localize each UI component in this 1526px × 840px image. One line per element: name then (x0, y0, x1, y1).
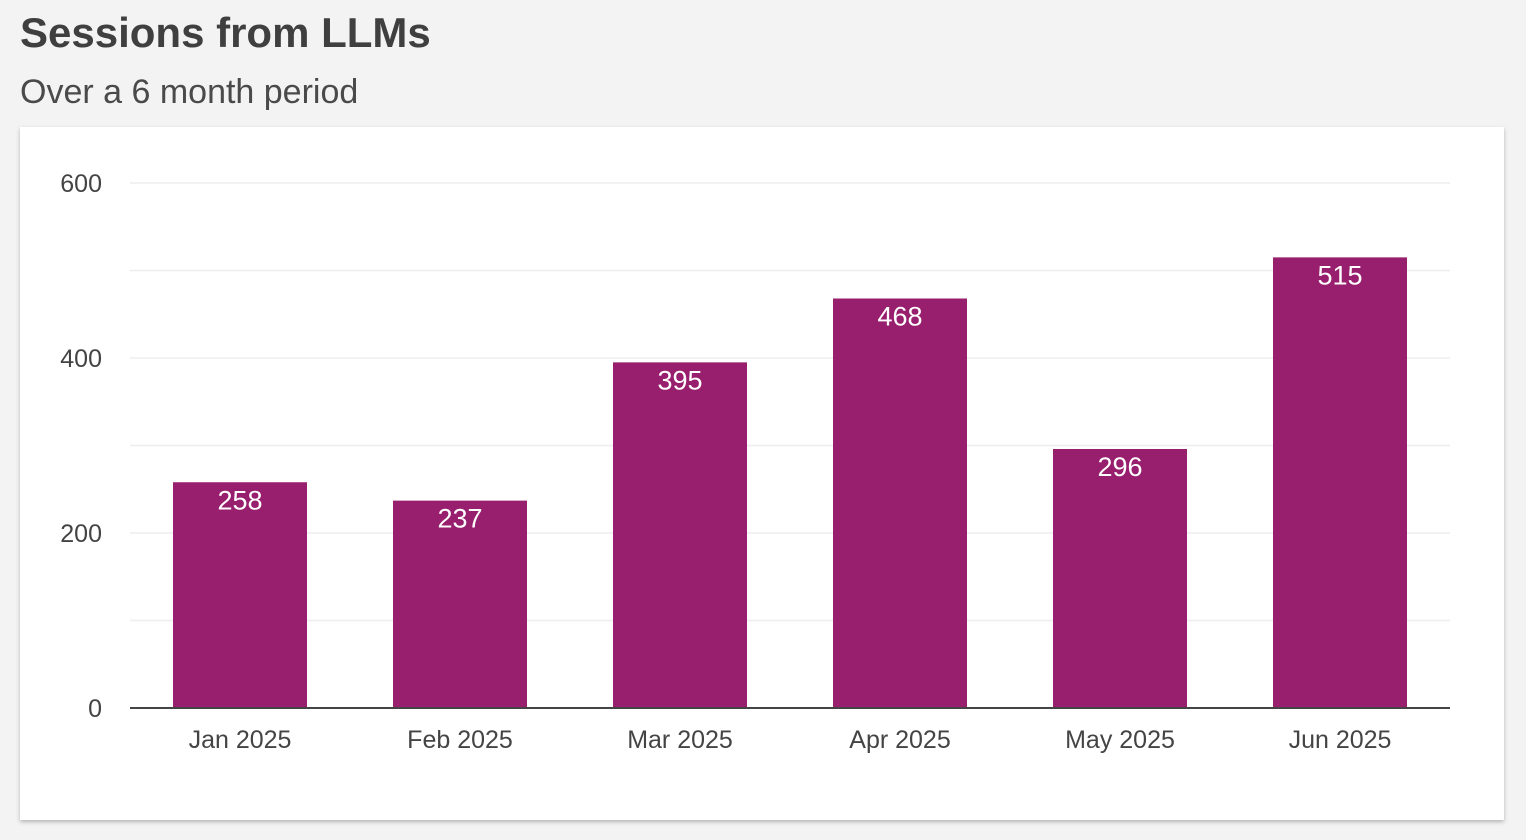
gridlines (130, 182, 1450, 622)
bar-mar-2025[interactable] (613, 362, 747, 708)
chart-title: Sessions from LLMs (20, 9, 431, 56)
bars (173, 257, 1407, 708)
chart-card: 0 200 400 600 258 237 395 468 296 515 Jan 2025 Fe… (20, 127, 1504, 820)
bar-feb-2025[interactable] (393, 500, 527, 708)
bar-value-label: 515 (1317, 260, 1362, 290)
bar-jan-2025[interactable] (173, 482, 307, 708)
bar-value-label: 237 (437, 504, 482, 534)
x-tick-label: Mar 2025 (627, 726, 733, 754)
bar-value-label: 395 (657, 365, 702, 395)
bar-jun-2025[interactable] (1273, 257, 1407, 708)
y-tick-label: 200 (60, 520, 102, 548)
bar-chart: 0 200 400 600 258 237 395 468 296 515 Jan 2025 Fe… (60, 170, 1450, 754)
y-tick-label: 400 (60, 345, 102, 373)
bar-value-labels: 258 237 395 468 296 515 (217, 260, 1362, 533)
x-tick-label: Jun 2025 (1289, 726, 1392, 754)
bar-value-label: 258 (217, 485, 262, 515)
bar-value-label: 296 (1097, 452, 1142, 482)
bar-value-label: 468 (877, 302, 922, 332)
x-tick-label: Feb 2025 (407, 726, 513, 754)
x-tick-label: May 2025 (1065, 726, 1175, 754)
y-axis-ticks: 0 200 400 600 (60, 170, 102, 723)
chart-subtitle: Over a 6 month period (20, 73, 359, 111)
bar-apr-2025[interactable] (833, 298, 967, 709)
x-tick-label: Apr 2025 (849, 726, 950, 754)
x-tick-label: Jan 2025 (189, 726, 292, 754)
y-tick-label: 600 (60, 170, 102, 198)
x-axis-ticks: Jan 2025 Feb 2025 Mar 2025 Apr 2025 May 2025… (189, 726, 1392, 754)
y-tick-label: 0 (88, 695, 102, 723)
bar-may-2025[interactable] (1053, 449, 1187, 708)
